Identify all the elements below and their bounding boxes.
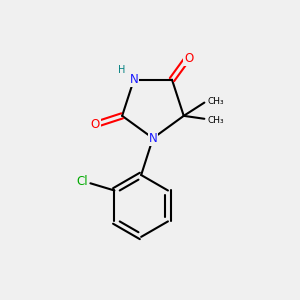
Text: O: O bbox=[91, 118, 100, 130]
Text: CH₃: CH₃ bbox=[207, 116, 224, 125]
Text: N: N bbox=[148, 132, 157, 145]
Text: Cl: Cl bbox=[76, 175, 88, 188]
Text: H: H bbox=[118, 65, 125, 75]
Text: O: O bbox=[184, 52, 194, 65]
Text: N: N bbox=[130, 73, 138, 86]
Text: CH₃: CH₃ bbox=[207, 97, 224, 106]
